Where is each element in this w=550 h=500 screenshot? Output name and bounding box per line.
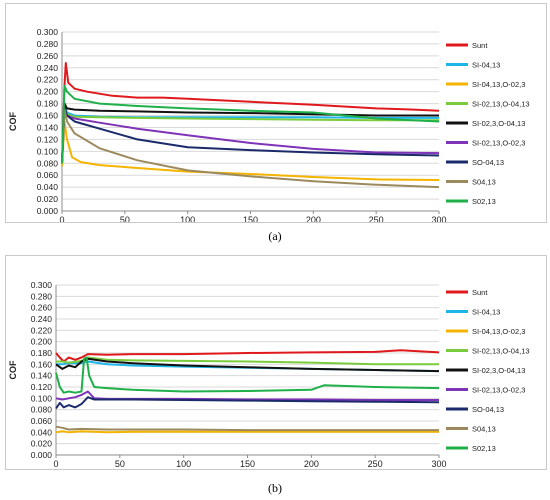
- x-tick-label: 150: [243, 215, 258, 222]
- y-tick-label: 0.220: [31, 325, 53, 335]
- legend-label: SI-02,13,O-02,3: [472, 139, 525, 148]
- legend-label: SI-02,13,O-02,3: [472, 386, 525, 395]
- y-axis-label: COF: [8, 360, 18, 380]
- chart-panel-b: 0.000 0.020 0.040 0.060 0.080 0.100 0.120 0.140…: [5, 255, 547, 479]
- y-tick-label: 0.260: [37, 51, 59, 61]
- x-tick-label: 200: [306, 215, 321, 222]
- y-tick-label: 0.120: [37, 134, 59, 144]
- y-tick-label: 0.300: [31, 280, 53, 290]
- legend-label: SI-02,3,O-04,13: [472, 366, 525, 375]
- y-tick-label: 0.000: [31, 450, 53, 460]
- y-tick-label: 0.000: [37, 206, 59, 216]
- x-tick-label: 50: [115, 459, 125, 469]
- y-tick-label: 0.060: [31, 416, 53, 426]
- legend-label: Sunt: [472, 288, 488, 297]
- y-tick-label: 0.220: [37, 75, 59, 85]
- series-line-sunt: [61, 62, 440, 164]
- legend-label: S02,13: [472, 444, 496, 453]
- series-line-sunt: [55, 349, 440, 363]
- y-tick-label: 0.140: [37, 122, 59, 132]
- x-tick-label: 0: [59, 215, 64, 222]
- y-tick-label: 0.040: [37, 182, 59, 192]
- series-line-si-02-13-o-04-13: [56, 356, 439, 366]
- y-tick-label: 0.100: [31, 393, 53, 403]
- y-tick-label: 0.160: [37, 111, 59, 121]
- y-tick-label: 0.040: [31, 427, 53, 437]
- legend-label: SI-04,13,O-02,3: [472, 327, 525, 336]
- y-tick-label: 0.180: [31, 348, 53, 358]
- legend-label: SI-04,13: [472, 61, 500, 70]
- legend-label: Sunt: [472, 41, 488, 50]
- y-tick-label: 0.140: [31, 371, 53, 381]
- series-line-s02-13: [55, 356, 440, 394]
- x-tick-label: 100: [180, 215, 195, 222]
- x-tick-label: 150: [240, 459, 255, 469]
- series-line-s04-13: [61, 108, 440, 189]
- x-tick-label: 100: [176, 459, 191, 469]
- y-tick-label: 0.200: [37, 87, 59, 97]
- x-tick-label: 250: [369, 215, 384, 222]
- y-tick-label: 0.080: [37, 158, 59, 168]
- y-tick-label: 0.020: [37, 194, 59, 204]
- y-tick-label: 0.280: [31, 291, 53, 301]
- series-line-so-04-13: [61, 105, 440, 164]
- legend-label: SI-04,13: [472, 308, 500, 317]
- y-tick-label: 0.240: [37, 63, 59, 73]
- legend-label: SO-04,13: [472, 405, 504, 414]
- series-line-si-04-13-o-02-3: [61, 120, 440, 181]
- legend-label: SI-02,13,O-04,13: [472, 100, 530, 109]
- caption-b: (b): [268, 481, 282, 495]
- legend-label: S04,13: [472, 178, 496, 187]
- legend-label: SI-04,13,O-02,3: [472, 80, 525, 89]
- y-tick-label: 0.120: [31, 382, 53, 392]
- series-line-si-02-3-o-04-13: [55, 357, 440, 373]
- x-tick-label: 200: [304, 459, 319, 469]
- chart-panel-a: 0.000 0.020 0.040 0.060 0.080 0.100 0.120 0.140…: [5, 3, 547, 235]
- y-tick-label: 0.160: [31, 359, 53, 369]
- legend-label: S02,13: [472, 197, 496, 206]
- series-line-s02-13: [61, 84, 440, 164]
- legend-label: SI-02,13,O-04,13: [472, 347, 530, 356]
- chart-a: 0.000 0.020 0.040 0.060 0.080 0.100 0.120 0.140…: [8, 27, 530, 235]
- y-tick-label: 0.240: [31, 314, 53, 324]
- y-tick-label: 0.300: [37, 27, 59, 37]
- series-line-si-04-13-o-02-3: [55, 430, 439, 434]
- y-tick-label: 0.280: [37, 39, 59, 49]
- y-tick-label: 0.080: [31, 405, 53, 415]
- y-axis-label: COF: [8, 112, 18, 132]
- y-tick-label: 0.100: [37, 146, 59, 156]
- caption-a: (a): [268, 229, 282, 243]
- legend-label: SO-04,13: [472, 158, 504, 167]
- y-tick-label: 0.060: [37, 170, 59, 180]
- x-tick-label: 50: [120, 215, 130, 222]
- legend-label: SI-02,3,O-04,13: [472, 119, 525, 128]
- x-tick-label: 300: [431, 215, 446, 222]
- y-tick-label: 0.020: [31, 439, 53, 449]
- y-tick-label: 0.200: [31, 337, 53, 347]
- x-tick-label: 0: [53, 459, 58, 469]
- y-tick-label: 0.180: [37, 99, 59, 109]
- x-tick-label: 250: [368, 459, 383, 469]
- series-line-s04-13: [55, 425, 439, 432]
- y-tick-label: 0.260: [31, 303, 53, 313]
- x-tick-label: 300: [431, 459, 446, 469]
- legend-label: S04,13: [472, 425, 496, 434]
- series-line-so-04-13: [55, 396, 440, 410]
